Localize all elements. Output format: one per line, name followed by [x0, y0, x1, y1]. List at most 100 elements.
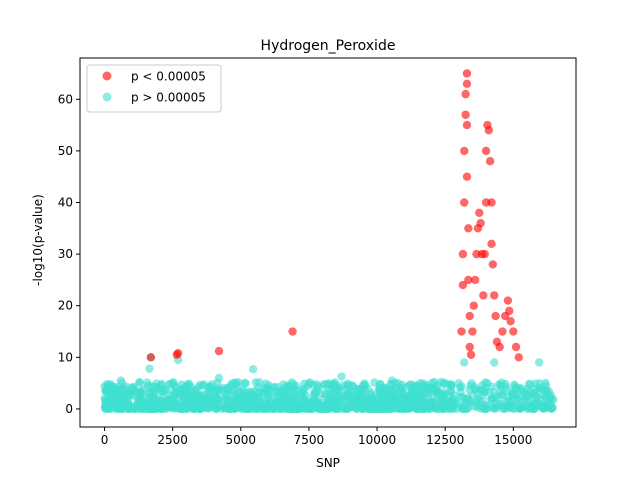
background-noise-point [142, 402, 151, 411]
background-noise-point [291, 401, 301, 410]
background-noise-point [120, 395, 129, 404]
x-tick-label: 10000 [358, 433, 396, 447]
background-noise-point [538, 403, 547, 412]
background-noise-point [255, 388, 264, 397]
data-point-high [498, 327, 507, 336]
background-noise-point [508, 389, 518, 399]
x-axis-label: SNP [316, 456, 340, 470]
background-noise-point [148, 389, 157, 399]
data-point-low [116, 376, 126, 385]
background-noise-point [545, 392, 554, 401]
data-point-high [146, 353, 156, 362]
data-point-high [469, 301, 479, 310]
background-noise-point [165, 399, 174, 408]
data-point-high [461, 110, 470, 119]
data-point-high [460, 198, 469, 207]
background-noise-point [223, 384, 232, 393]
data-point-high [214, 346, 224, 356]
background-noise-point [292, 391, 302, 400]
x-tick-label: 7500 [294, 433, 325, 447]
background-noise-point [176, 402, 185, 412]
background-noise-point [166, 379, 176, 389]
background-noise-point [328, 381, 338, 391]
legend-label: p < 0.00005 [131, 70, 206, 84]
background-noise-point [535, 394, 545, 403]
background-noise-point [467, 379, 476, 388]
background-noise-point [241, 379, 250, 388]
data-point-high [288, 327, 297, 336]
data-point-high [480, 249, 489, 259]
data-point-high [462, 120, 472, 130]
background-noise-point [432, 400, 442, 409]
data-point-low [460, 358, 469, 367]
data-point-high [505, 306, 514, 316]
background-noise-point [541, 381, 551, 391]
legend-marker [102, 92, 112, 102]
background-noise-point [496, 387, 505, 396]
background-noise-point [510, 401, 519, 410]
data-point-high [511, 342, 521, 352]
background-noise-point [403, 403, 413, 413]
data-point-high [506, 317, 515, 326]
data-point-high [460, 146, 469, 156]
background-noise-point [364, 396, 373, 406]
background-noise-point [192, 397, 201, 406]
data-point-high [503, 296, 513, 305]
background-noise-point [140, 384, 149, 394]
y-tick-label: 50 [58, 144, 73, 158]
background-noise-point [153, 384, 162, 393]
data-point-low [436, 377, 446, 387]
data-point-low [248, 364, 258, 374]
background-noise-point [135, 378, 144, 387]
background-noise-point [501, 382, 511, 392]
points-layer [100, 69, 558, 414]
background-noise-point [258, 404, 267, 414]
background-noise-point [342, 404, 351, 414]
chart-title: Hydrogen_Peroxide [261, 38, 396, 54]
background-noise-point [217, 404, 227, 414]
background-noise-point [247, 397, 256, 406]
background-noise-point [201, 401, 210, 411]
data-point-high [462, 79, 472, 89]
background-noise-point [440, 390, 449, 400]
data-point-high [458, 249, 468, 259]
data-point-high [464, 224, 473, 233]
background-noise-point [377, 396, 387, 405]
background-noise-point [284, 404, 294, 414]
background-noise-point [320, 380, 330, 389]
y-tick-label: 30 [58, 247, 73, 261]
data-point-high [457, 327, 466, 336]
background-noise-point [461, 395, 471, 404]
background-noise-point [451, 397, 460, 407]
background-noise-point [104, 404, 113, 414]
background-noise-point [152, 399, 161, 408]
background-noise-point [177, 389, 186, 399]
data-point-low [214, 373, 224, 383]
background-noise-point [122, 388, 131, 397]
background-noise-point [483, 379, 492, 388]
background-noise-point [129, 382, 138, 392]
background-noise-point [353, 404, 362, 413]
data-point-high [173, 349, 183, 358]
background-noise-point [358, 386, 368, 395]
legend: p < 0.00005 p > 0.00005 [86, 64, 222, 113]
data-point-high [464, 275, 473, 285]
data-point-high [509, 327, 518, 336]
data-point-high [458, 280, 468, 290]
background-noise-point [447, 382, 456, 391]
background-noise-point [230, 391, 239, 400]
x-tick-label: 0 [101, 433, 109, 447]
background-noise-point [240, 387, 250, 397]
background-noise-point [405, 380, 414, 390]
background-noise-point [548, 403, 557, 412]
x-tick-label: 2500 [157, 433, 188, 447]
background-noise-point [317, 404, 326, 413]
background-noise-point [371, 404, 381, 414]
background-noise-point [298, 385, 308, 394]
background-noise-point [274, 403, 284, 413]
data-point-high [462, 172, 472, 181]
data-point-high [481, 146, 491, 156]
legend-box [86, 64, 222, 113]
data-point-high [470, 275, 480, 285]
